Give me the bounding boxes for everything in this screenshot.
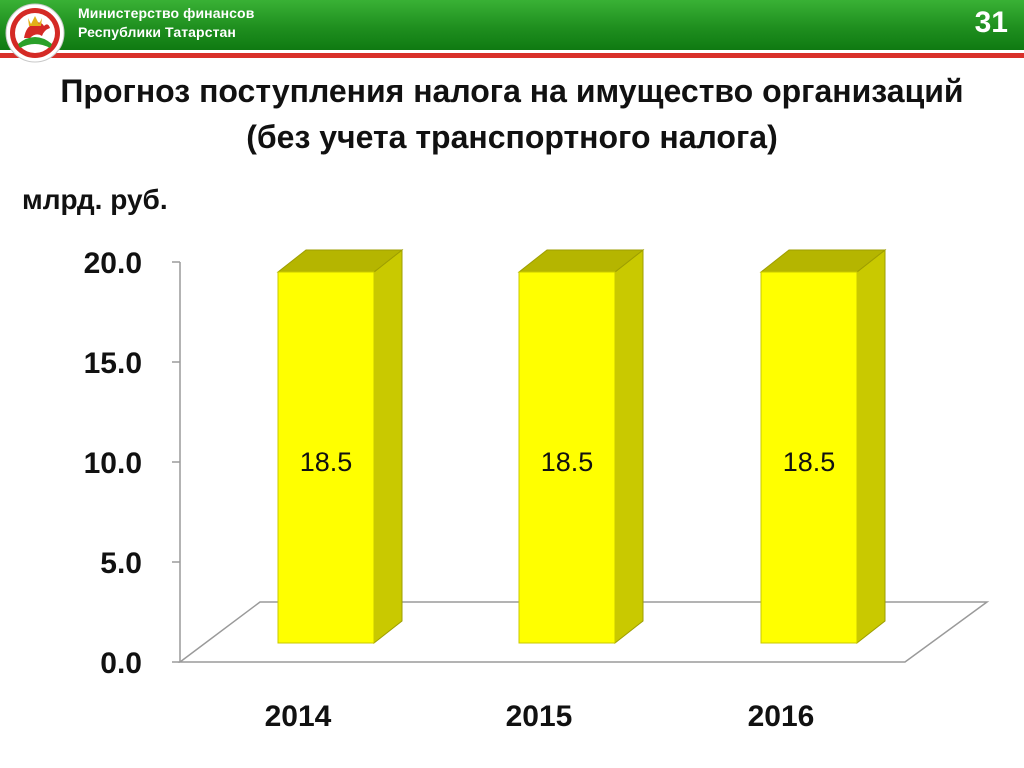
bar-front (518, 271, 616, 644)
bar-side (614, 248, 644, 645)
y-tick-label: 10.0 (84, 447, 142, 480)
header-bar (0, 0, 1024, 50)
chart-title-line-1: Прогноз поступления налога на имущество … (60, 73, 964, 109)
ministry-line-1: Министерство финансов (78, 5, 255, 21)
header-red-stripe (0, 53, 1024, 58)
y-tick-label: 0.0 (100, 647, 142, 680)
bar-value-label: 18.5 (783, 447, 836, 477)
tatarstan-emblem-icon (5, 3, 65, 63)
x-tick-label: 2014 (265, 700, 332, 733)
y-tick-label: 5.0 (100, 547, 142, 580)
y-tick-label: 15.0 (84, 347, 142, 380)
bar (276, 248, 404, 645)
x-tick-label: 2015 (506, 700, 573, 733)
bar (759, 248, 887, 645)
ministry-line-2: Республики Татарстан (78, 24, 236, 40)
bar (517, 248, 645, 645)
header-white-stripe (0, 50, 1024, 53)
chart-title-line-2: (без учета транспортного налога) (246, 119, 778, 155)
y-tick-label: 20.0 (84, 247, 142, 280)
bar-value-label: 18.5 (300, 447, 353, 477)
bar-front (277, 271, 375, 644)
bar-side (856, 248, 886, 645)
bar-front (760, 271, 858, 644)
ministry-name: Министерство финансов Республики Татарст… (78, 4, 254, 42)
page-number: 31 (974, 6, 1008, 39)
unit-label: млрд. руб. (22, 184, 168, 215)
bar-side (373, 248, 403, 645)
bar-value-label: 18.5 (541, 447, 594, 477)
x-tick-label: 2016 (748, 700, 815, 733)
chart-title: Прогноз поступления налога на имущество … (0, 68, 1024, 160)
